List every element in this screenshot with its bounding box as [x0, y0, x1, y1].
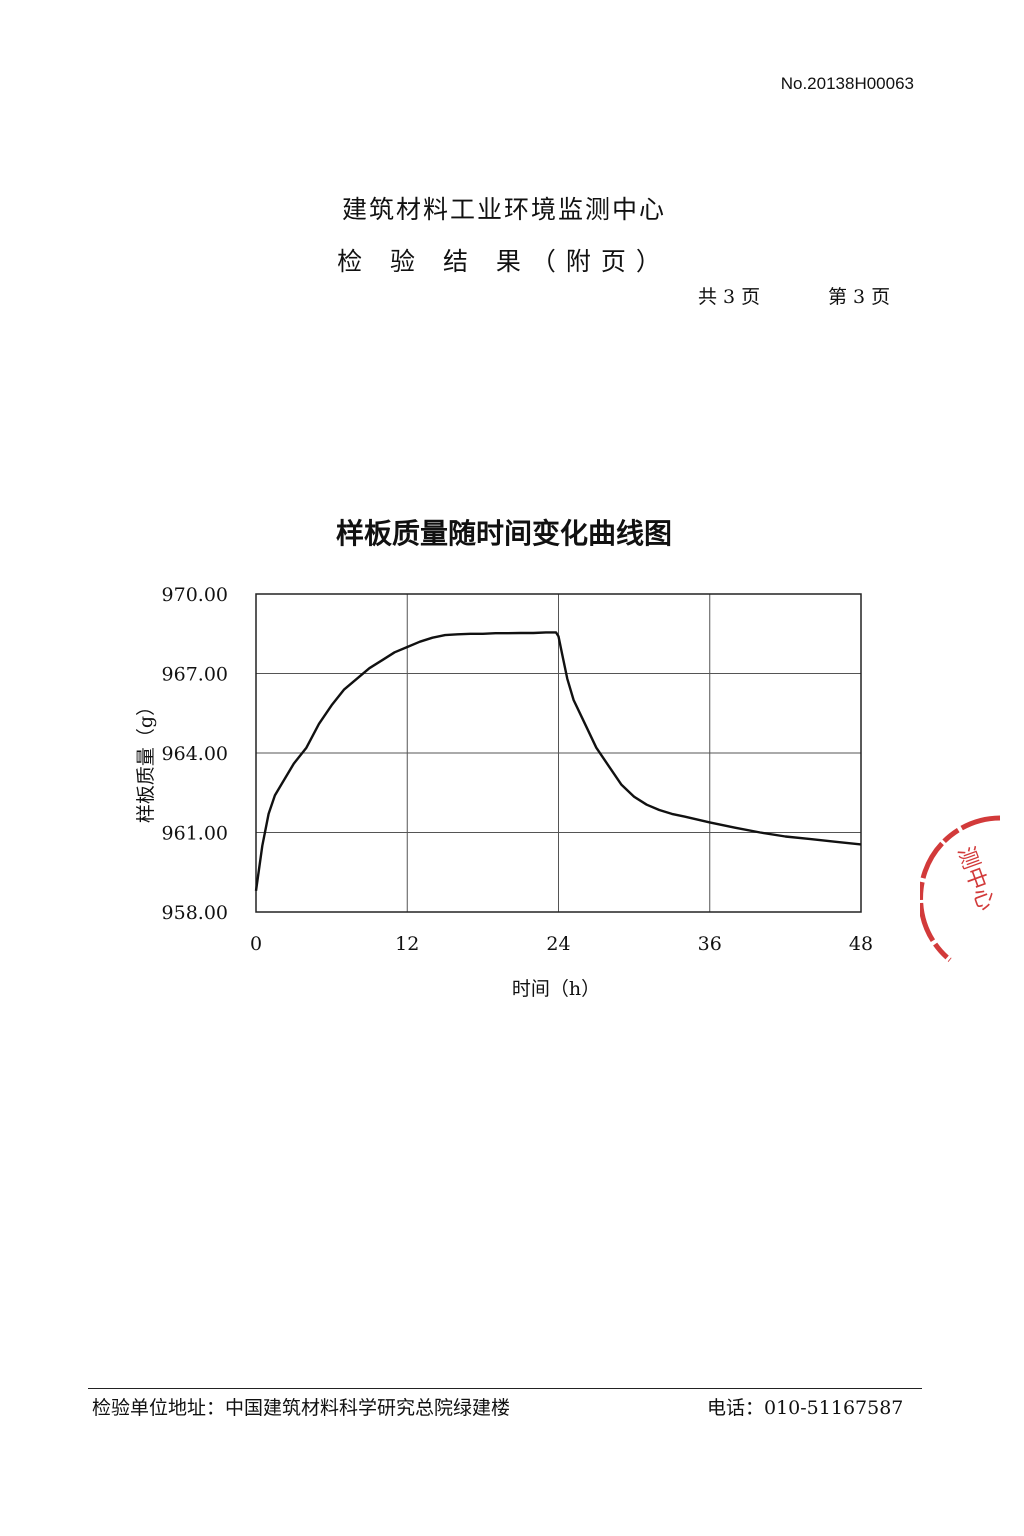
- stamp-text: 测中心: [952, 844, 998, 915]
- grid-lines: [256, 594, 861, 912]
- organization-name: 建筑材料工业环境监测中心: [341, 195, 666, 224]
- y-tick-label: 958.00: [162, 902, 228, 924]
- report-number: No.20138H00063: [780, 74, 914, 93]
- report-title: 检 验 结 果（附页）: [337, 247, 671, 276]
- official-stamp: 测中心: [920, 815, 1001, 962]
- lab-address: 检验单位地址：中国建筑材料科学研究总院绿建楼: [92, 1397, 511, 1419]
- x-tick-label: 48: [849, 933, 873, 955]
- y-tick-label: 961.00: [162, 823, 228, 845]
- plot-area-frame: [255, 593, 862, 913]
- y-tick-label: 967.00: [162, 664, 228, 686]
- x-tick-label: 24: [546, 933, 570, 955]
- y-tick-label: 964.00: [162, 743, 228, 765]
- page-current: 第 3 页: [828, 286, 891, 308]
- x-tick-label: 12: [395, 933, 419, 955]
- stamp-ring: [920, 815, 1001, 962]
- chart-title: 样板质量随时间变化曲线图: [335, 517, 672, 550]
- y-tick-label: 970.00: [162, 584, 228, 606]
- tick-labels: 0 12 24 36 48 970.00 967.00 964.00 961.00 958.00: [162, 584, 874, 955]
- page-total: 共 3 页: [698, 286, 761, 308]
- x-tick-label: 0: [250, 933, 262, 955]
- lab-phone: 电话：010-51167587: [707, 1397, 904, 1419]
- mass-series-line: [254, 631, 862, 891]
- footer-divider: [88, 1388, 922, 1389]
- y-axis-label: 样板质量（g）: [135, 697, 157, 823]
- x-tick-label: 36: [698, 933, 722, 955]
- x-axis-label: 时间（h）: [512, 978, 600, 1000]
